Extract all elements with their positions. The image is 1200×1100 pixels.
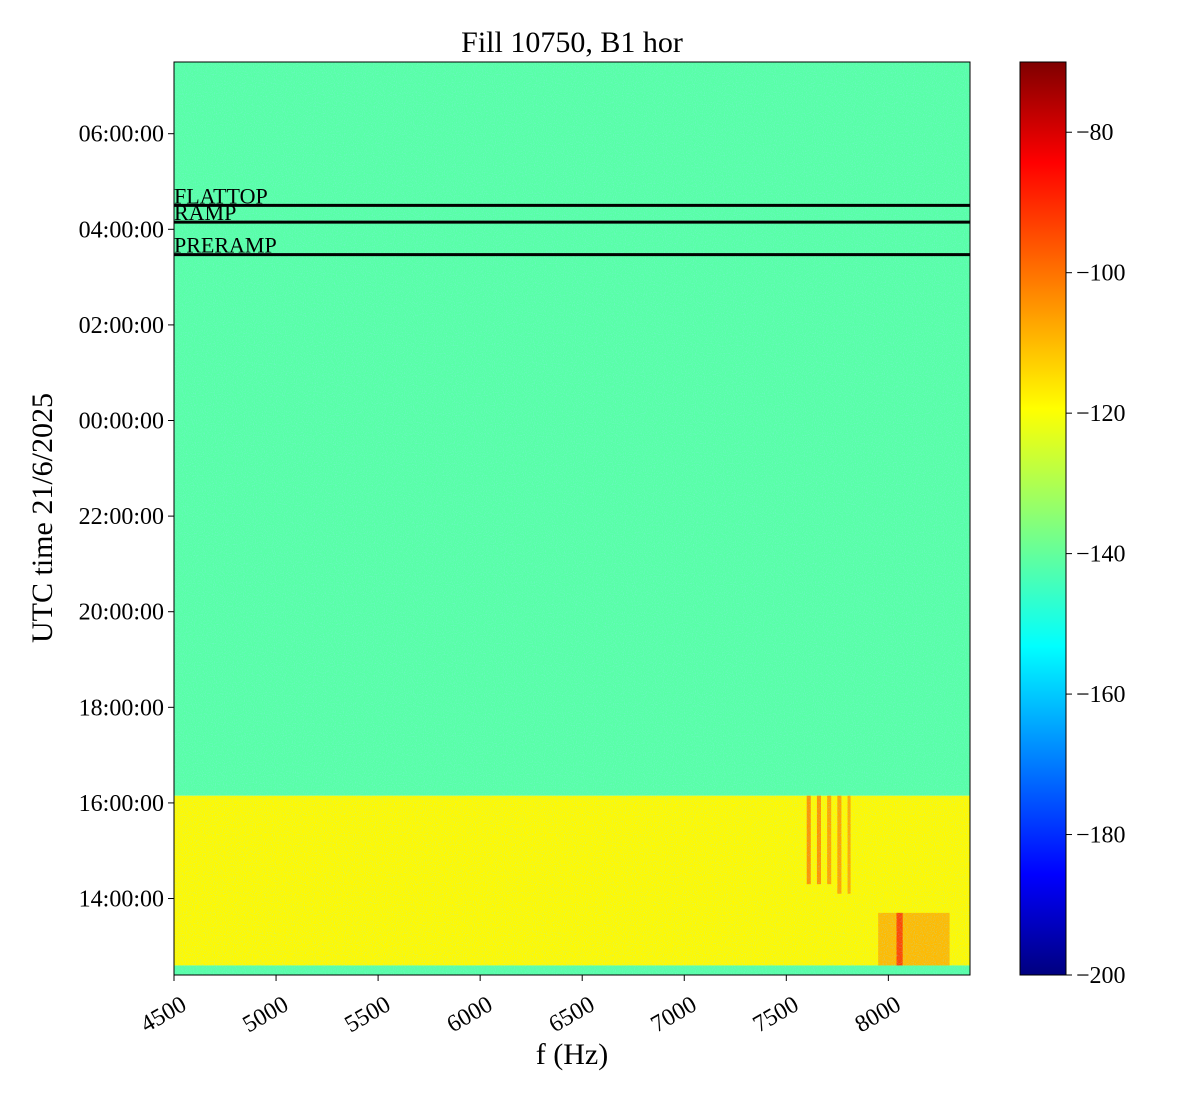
x-tick-label: 5000	[238, 992, 293, 1039]
y-tick-label: 22:00:00	[79, 504, 164, 530]
noise-texture	[174, 62, 970, 975]
colorbar-tick-label: −140	[1076, 542, 1126, 568]
x-tick-label: 5500	[341, 992, 396, 1039]
annotation-label: RAMP	[174, 200, 236, 225]
y-tick-label: 06:00:00	[79, 122, 164, 148]
colorbar-tick-label: −100	[1076, 261, 1126, 287]
y-tick-label: 02:00:00	[79, 313, 164, 339]
colorbar	[1019, 61, 1067, 976]
x-tick-label: 7000	[647, 992, 702, 1039]
colorbar-tick-label: −200	[1076, 963, 1126, 989]
annotation-label: FLATTOP	[174, 183, 268, 208]
x-tick-label: 8000	[851, 992, 906, 1039]
y-tick-label: 18:00:00	[79, 695, 164, 721]
x-tick-label: 4500	[136, 992, 191, 1039]
x-tick-label: 6500	[545, 992, 600, 1039]
y-tick-label: 16:00:00	[79, 791, 164, 817]
annotation-label: PRERAMP	[174, 233, 277, 258]
y-tick-label: 20:00:00	[79, 600, 164, 626]
y-axis-label: UTC time 21/6/2025	[26, 393, 59, 643]
x-tick-label: 6000	[443, 992, 498, 1039]
x-axis-label: f (Hz)	[536, 1038, 608, 1071]
colorbar-tick-label: −160	[1076, 682, 1126, 708]
colorbar-tick-label: −180	[1076, 823, 1126, 849]
plot-frame	[173, 61, 971, 976]
y-tick-label: 00:00:00	[79, 409, 164, 435]
colorbar-tick-label: −120	[1076, 401, 1126, 427]
colorbar-tick-label: −80	[1076, 120, 1114, 146]
y-tick-label: 04:00:00	[79, 217, 164, 243]
y-tick-label: 14:00:00	[79, 887, 164, 913]
x-tick-label: 7500	[749, 992, 804, 1039]
chart-title: Fill 10750, B1 hor	[461, 26, 683, 59]
